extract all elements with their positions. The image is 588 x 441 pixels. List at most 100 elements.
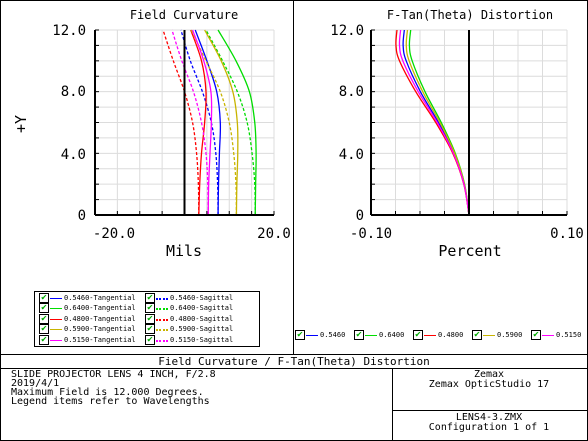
legend-checkbox[interactable]: ✔ xyxy=(145,313,155,324)
series-0-5900-sagittal xyxy=(190,29,238,216)
fc-xtick-min: -20.0 xyxy=(93,226,135,242)
series-0-5900-tangential xyxy=(204,29,239,216)
legend-item[interactable]: ✔ 0.6400-Tangential xyxy=(39,303,143,314)
legend-item[interactable]: ✔ 0.5150-Tangential xyxy=(39,334,143,345)
series-0-5150 xyxy=(398,29,470,216)
fc-xtick-max: 20.0 xyxy=(257,226,291,242)
legend-checkbox[interactable]: ✔ xyxy=(39,334,49,345)
legend-item[interactable]: ✔ 0.5460 xyxy=(295,330,353,340)
legend-item[interactable]: ✔ 0.5900-Sagittal xyxy=(145,324,249,335)
legend-label: 0.4800-Tangential xyxy=(64,314,136,323)
legend-checkbox[interactable]: ✔ xyxy=(413,330,423,340)
legend-item[interactable]: ✔ 0.5900 xyxy=(472,330,530,340)
legend-swatch xyxy=(156,318,168,321)
series-0-6400-tangential xyxy=(217,29,257,216)
legend-item[interactable]: ✔ 0.6400-Sagittal xyxy=(145,303,249,314)
legend-swatch xyxy=(50,339,62,341)
dist-xtick-max: 0.10 xyxy=(550,226,584,242)
legend-label: 0.5460-Tangential xyxy=(64,294,136,302)
distortion-axes xyxy=(370,29,568,216)
legend-swatch xyxy=(365,335,377,336)
legend-label: 0.4800-Sagittal xyxy=(170,314,234,323)
legend-label: 0.5150-Tangential xyxy=(64,335,136,344)
legend-note: Legend items refer to Wavelengths xyxy=(11,396,210,407)
report-title: Field Curvature / F-Tan(Theta) Distortio… xyxy=(158,355,430,368)
series-0-5460-tangential xyxy=(194,29,222,216)
legend-checkbox[interactable]: ✔ xyxy=(472,330,482,340)
legend-checkbox[interactable]: ✔ xyxy=(145,334,155,345)
legend-item[interactable]: ✔ 0.4800 xyxy=(413,330,471,340)
legend-swatch xyxy=(50,308,62,310)
fc-ytick-4: 4.0 xyxy=(61,147,86,163)
legend-swatch xyxy=(50,318,62,320)
fc-ytick-12: 12.0 xyxy=(52,23,86,39)
legend-swatch xyxy=(50,298,62,299)
fc-ytick-8: 8.0 xyxy=(61,84,86,100)
legend-label: 0.5900 xyxy=(497,331,523,339)
legend-swatch xyxy=(306,335,318,336)
legend-checkbox[interactable]: ✔ xyxy=(145,324,155,335)
dist-ytick-4: 4.0 xyxy=(339,147,364,163)
legend-label: 0.6400-Tangential xyxy=(64,304,136,313)
legend-checkbox[interactable]: ✔ xyxy=(145,303,155,314)
software-name: Zemax OpticStudio 17 xyxy=(429,379,549,390)
report-date: 2019/4/1 xyxy=(11,378,59,389)
series-0-4800-sagittal xyxy=(162,29,200,216)
distortion-series xyxy=(395,29,470,216)
max-field-note: Maximum Field is 12.000 Degrees. xyxy=(11,387,204,398)
legend-swatch xyxy=(156,308,168,311)
legend-item[interactable]: ✔ 0.5150-Sagittal xyxy=(145,334,249,345)
legend-label: 0.5460-Sagittal xyxy=(170,294,234,302)
series-0-6400-sagittal xyxy=(205,29,256,216)
file-name: LENS4-3.ZMX xyxy=(456,412,522,423)
legend-label: 0.4800 xyxy=(438,331,464,339)
legend-item[interactable]: ✔ 0.5900-Tangential xyxy=(39,324,143,335)
field-curvature-series xyxy=(162,29,257,216)
series-0-5150-tangential xyxy=(191,29,213,216)
legend-checkbox[interactable]: ✔ xyxy=(354,330,364,340)
legend-checkbox[interactable]: ✔ xyxy=(39,293,49,303)
dist-ytick-8: 8.0 xyxy=(339,84,364,100)
series-0-5150-sagittal xyxy=(171,29,209,216)
legend-label: 0.6400 xyxy=(379,331,405,339)
legend-item[interactable]: ✔ 0.5460-Tangential xyxy=(39,293,143,303)
fc-ylabel: +Y xyxy=(12,115,30,133)
legend-label: 0.5460 xyxy=(320,331,346,339)
dist-ytick-12: 12.0 xyxy=(330,23,364,39)
legend-item[interactable]: ✔ 0.6400 xyxy=(354,330,412,340)
field-curvature-legend: ✔ 0.5460-Tangential ✔ 0.5460-Sagittal ✔ 0.640… xyxy=(34,291,260,347)
distortion-plot: F-Tan(Theta) Distortion -0.10 0.10 12.0 … xyxy=(330,8,584,260)
fc-ytick-0: 0 xyxy=(78,208,86,224)
legend-label: 0.6400-Sagittal xyxy=(170,304,234,313)
legend-label: 0.5900-Sagittal xyxy=(170,325,234,334)
legend-item[interactable]: ✔ 0.4800-Tangential xyxy=(39,313,143,324)
legend-label: 0.5150 xyxy=(556,331,582,339)
legend-checkbox[interactable]: ✔ xyxy=(145,293,155,303)
legend-checkbox[interactable]: ✔ xyxy=(39,313,49,324)
distortion-legend: ✔ 0.5460 ✔ 0.6400 ✔ 0.4800 ✔ 0.5900 ✔ 0.5150 xyxy=(295,329,585,341)
dist-xtick-min: -0.10 xyxy=(350,226,392,242)
legend-label: 0.5900-Tangential xyxy=(64,325,136,334)
legend-checkbox[interactable]: ✔ xyxy=(39,303,49,314)
legend-item[interactable]: ✔ 0.5460-Sagittal xyxy=(145,293,249,303)
distortion-title: F-Tan(Theta) Distortion xyxy=(387,8,553,22)
legend-swatch xyxy=(542,335,554,336)
legend-item[interactable]: ✔ 0.4800-Sagittal xyxy=(145,313,249,324)
fc-xlabel: Mils xyxy=(166,242,202,260)
legend-item[interactable]: ✔ 0.5150 xyxy=(531,330,588,340)
legend-checkbox[interactable]: ✔ xyxy=(295,330,305,340)
field-curvature-plot: Field Curvature -20.0 20.0 12.0 8.0 4.0 … xyxy=(12,8,291,260)
legend-checkbox[interactable]: ✔ xyxy=(531,330,541,340)
legend-swatch xyxy=(156,298,168,300)
legend-swatch xyxy=(483,335,495,336)
legend-checkbox[interactable]: ✔ xyxy=(39,324,49,335)
lens-title: SLIDE PROJECTOR LENS 4 INCH, F/2.8 xyxy=(11,369,216,380)
series-0-4800-tangential xyxy=(190,29,207,216)
legend-label: 0.5150-Sagittal xyxy=(170,335,234,344)
configuration-label: Configuration 1 of 1 xyxy=(429,422,549,433)
legend-swatch xyxy=(50,329,62,331)
company-name: Zemax xyxy=(474,369,504,380)
dist-xlabel: Percent xyxy=(438,242,501,260)
dist-ytick-0: 0 xyxy=(356,208,364,224)
